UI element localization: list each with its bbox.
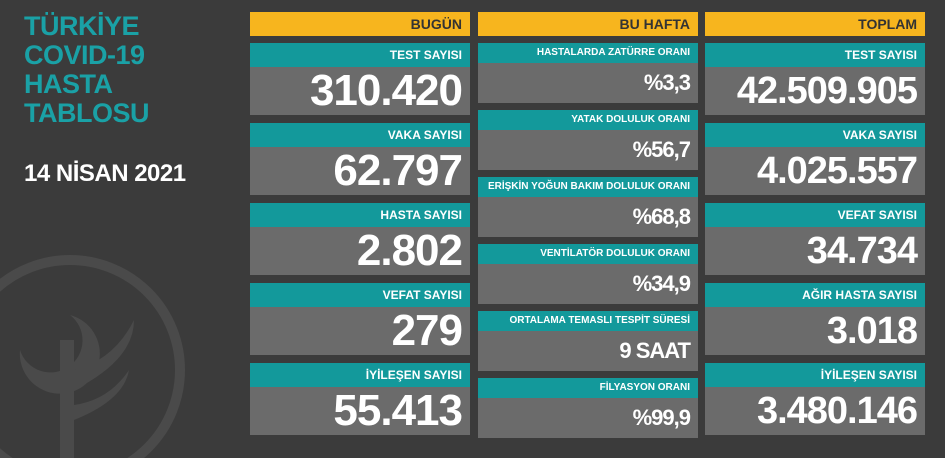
stat-label: İYİLEŞEN SAYISI [250, 363, 470, 387]
stat-value: 2.802 [356, 226, 463, 275]
stat-label: FİLYASYON ORANI [478, 378, 698, 398]
stat-value: 55.413 [333, 386, 463, 435]
stat-label: ERİŞKİN YOĞUN BAKIM DOLULUK ORANI [478, 177, 698, 197]
stat-card: İYİLEŞEN SAYISI 55.413 [250, 363, 470, 435]
stat-value: 4.025.557 [756, 150, 918, 192]
column-header: BU HAFTA [478, 12, 698, 36]
stat-card: VENTİLATÖR DOLULUK ORANI %34,9 [478, 244, 698, 304]
date: 14 NİSAN 2021 [24, 160, 186, 187]
stat-label: VEFAT SAYISI [250, 283, 470, 307]
stat-card: ERİŞKİN YOĞUN BAKIM DOLULUK ORANI %68,8 [478, 177, 698, 237]
stat-card: ORTALAMA TEMASLI TESPİT SÜRESİ 9 SAAT [478, 311, 698, 371]
stat-label: HASTALARDA ZATÜRRE ORANI [478, 43, 698, 63]
stat-card: YATAK DOLULUK ORANI %56,7 [478, 110, 698, 170]
stat-value: %3,3 [643, 70, 691, 95]
stat-card: VAKA SAYISI 4.025.557 [705, 123, 925, 195]
emblem [0, 255, 185, 458]
stat-card: AĞIR HASTA SAYISI 3.018 [705, 283, 925, 355]
stat-label: VEFAT SAYISI [705, 203, 925, 227]
stat-value: 310.420 [309, 66, 463, 115]
stat-label: ORTALAMA TEMASLI TESPİT SÜRESİ [478, 311, 698, 331]
title-line: TABLOSU [24, 98, 150, 128]
stat-card: FİLYASYON ORANI %99,9 [478, 378, 698, 438]
column-header: TOPLAM [705, 12, 925, 36]
stat-value: 62.797 [333, 146, 463, 195]
stat-value: %99,9 [632, 405, 691, 430]
stat-card: VEFAT SAYISI 34.734 [705, 203, 925, 275]
stat-label: TEST SAYISI [705, 43, 925, 67]
title: TÜRKİYE COVID-19 HASTA TABLOSU [24, 11, 150, 128]
stat-label: TEST SAYISI [250, 43, 470, 67]
stat-label: İYİLEŞEN SAYISI [705, 363, 925, 387]
stat-card: TEST SAYISI 42.509.905 [705, 43, 925, 115]
stat-card: İYİLEŞEN SAYISI 3.480.146 [705, 363, 925, 435]
stat-label: VENTİLATÖR DOLULUK ORANI [478, 244, 698, 264]
stat-value: 9 SAAT [619, 338, 691, 363]
stat-value: 42.509.905 [736, 70, 918, 112]
stat-card: VAKA SAYISI 62.797 [250, 123, 470, 195]
stat-value: 3.480.146 [756, 390, 918, 432]
stat-label: YATAK DOLULUK ORANI [478, 110, 698, 130]
stat-label: AĞIR HASTA SAYISI [705, 283, 925, 307]
stat-card: VEFAT SAYISI 279 [250, 283, 470, 355]
stat-value: %68,8 [632, 204, 691, 229]
title-line: COVID-19 [24, 40, 145, 70]
stat-value: 34.734 [806, 230, 918, 272]
stat-value: %34,9 [632, 271, 691, 296]
stat-value: %56,7 [632, 137, 691, 162]
stat-card: HASTA SAYISI 2.802 [250, 203, 470, 275]
column-header: BUGÜN [250, 12, 470, 36]
stat-card: TEST SAYISI 310.420 [250, 43, 470, 115]
stat-label: HASTA SAYISI [250, 203, 470, 227]
title-line: TÜRKİYE [24, 11, 140, 41]
stat-label: VAKA SAYISI [705, 123, 925, 147]
stat-value: 279 [391, 306, 463, 355]
title-line: HASTA [24, 69, 113, 99]
stat-card: HASTALARDA ZATÜRRE ORANI %3,3 [478, 43, 698, 103]
stat-label: VAKA SAYISI [250, 123, 470, 147]
stat-value: 3.018 [826, 310, 918, 352]
